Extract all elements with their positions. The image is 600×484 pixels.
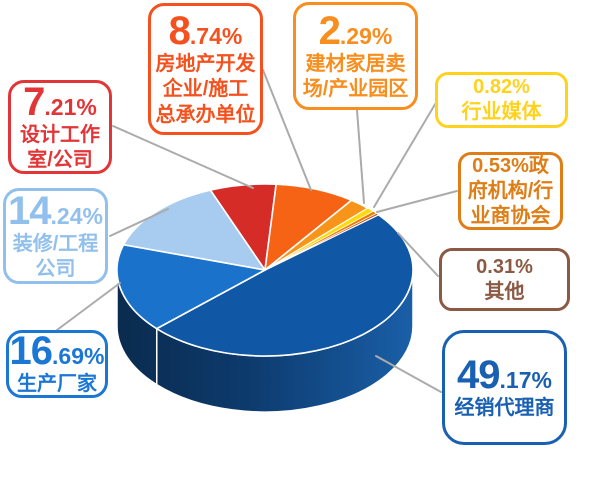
callout-label: 0.53%政 府机构/行 业商协会 (467, 154, 554, 227)
value-integer: 14 (8, 188, 51, 233)
value-integer: 8 (168, 9, 191, 54)
callout-value: 2.29% (319, 10, 393, 52)
value-fraction: .21% (44, 93, 97, 120)
connector-line-1 (262, 69, 312, 191)
callout-industry-media: 0.82% 行业媒体 (435, 72, 568, 128)
pie-slice-1 (116, 243, 266, 330)
value-integer: 49 (457, 352, 500, 397)
connector-line-8 (109, 208, 169, 237)
callout-dealer-agent: 49.17% 经销代理商 (442, 330, 567, 445)
callout-value: 49.17% (457, 354, 552, 396)
pie-slice-8 (264, 213, 379, 271)
pie-slice-2 (122, 189, 266, 271)
connector-line-6 (375, 355, 442, 393)
callout-other: 0.31% 其他 (439, 248, 570, 311)
connector-line-2 (356, 109, 365, 204)
connector-line-4 (376, 190, 458, 213)
pie-slice-0 (155, 213, 414, 357)
callout-label: 0.82% 行业媒体 (461, 76, 542, 123)
callout-government-association: 0.53%政 府机构/行 业商协会 (458, 152, 563, 230)
connector-line-5 (397, 232, 439, 277)
callout-manufacturer: 16.69% 生产厂家 (6, 330, 108, 398)
callout-label: 经销代理商 (454, 396, 555, 419)
callout-decoration-engineering: 14.24% 装修/工程 公司 (3, 188, 108, 284)
connector-line-7 (56, 282, 121, 331)
value-integer: 16 (9, 329, 53, 374)
value-fraction: .17% (499, 366, 552, 393)
callout-label: 生产厂家 (17, 373, 97, 396)
callout-real-estate-developer: 8.74% 房地产开发 企业/施工 总承办单位 (148, 3, 263, 135)
callout-label: 建材家居卖 场/产业园区 (302, 52, 409, 100)
connector-line-3 (373, 100, 438, 208)
value-fraction: .74% (189, 23, 243, 50)
value-integer: 2 (318, 8, 341, 53)
callout-building-material-market: 2.29% 建材家居卖 场/产业园区 (293, 2, 418, 110)
callout-label: 0.31% 其他 (476, 255, 533, 303)
connector-line-0 (112, 125, 254, 189)
value-fraction: .29% (339, 22, 393, 49)
callout-label: 装修/工程 公司 (12, 232, 99, 280)
callout-value: 7.21% (23, 81, 97, 123)
pie-slice-4 (264, 183, 353, 271)
callout-value: 14.24% (8, 190, 103, 232)
value-integer: 7 (23, 79, 45, 124)
value-fraction: .69% (52, 343, 105, 370)
callout-label: 房地产开发 企业/施工 总承办单位 (155, 53, 256, 126)
callout-value: 8.74% (169, 10, 243, 52)
value-fraction: .24% (50, 202, 103, 229)
callout-value: 16.69% (10, 330, 105, 372)
callout-label: 设计工作 室/公司 (20, 123, 100, 171)
callout-design-studio: 7.21% 设计工作 室/公司 (8, 80, 112, 174)
